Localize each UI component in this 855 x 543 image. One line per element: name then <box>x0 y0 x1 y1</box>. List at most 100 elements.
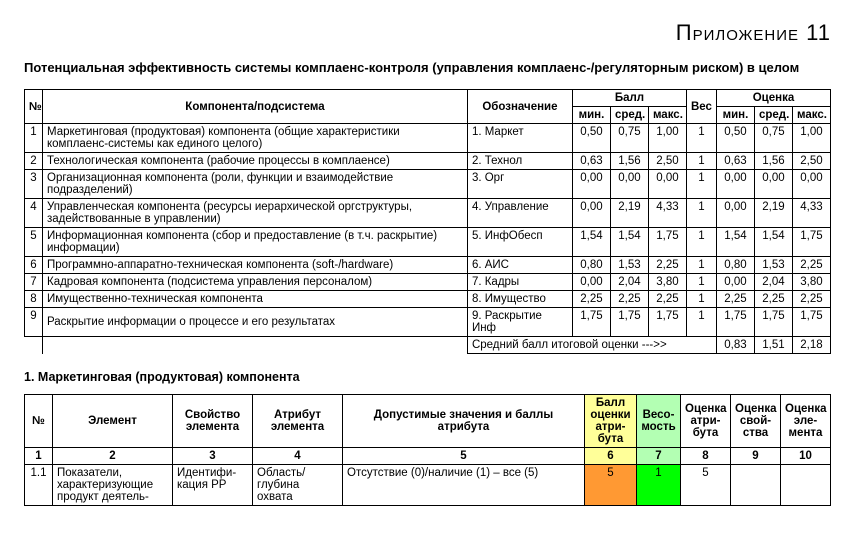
cell-eval-min: 0,00 <box>716 274 754 291</box>
cell-component: Технологическая компонента (рабочие проц… <box>43 153 468 170</box>
cell-designation: 6. АИС <box>467 257 572 274</box>
cell-eval-avg: 1,53 <box>754 257 792 274</box>
summary-min: 0,83 <box>716 337 754 354</box>
t2-colnum-8: 8 <box>681 448 731 465</box>
t2-col-property: Свойство элемента <box>173 395 253 448</box>
cell-score-max: 2,25 <box>648 257 686 274</box>
t2-cell-valid: Отсутствие (0)/наличие (1) – все (5) <box>343 465 585 506</box>
t2-colnum-3: 3 <box>173 448 253 465</box>
t2-colnum-4: 4 <box>253 448 343 465</box>
col-eval-min: мин. <box>716 107 754 124</box>
cell-eval-avg: 1,56 <box>754 153 792 170</box>
cell-component: Организационная компонента (роли, функци… <box>43 170 468 199</box>
t2-col-attr-score: Балл оценки атри­бута <box>585 395 637 448</box>
cell-component: Управленческая компонента (ресурсы иерар… <box>43 199 468 228</box>
cell-num: 4 <box>25 199 43 228</box>
cell-weight: 1 <box>686 308 716 337</box>
cell-score-min: 0,00 <box>572 199 610 228</box>
t2-cell-attribute: Область/глуби­на охвата <box>253 465 343 506</box>
cell-score-min: 0,00 <box>572 274 610 291</box>
summary-avg: 1,51 <box>754 337 792 354</box>
cell-eval-max: 0,00 <box>792 170 830 199</box>
summary-label: Средний балл итоговой оценки --->> <box>467 337 716 354</box>
cell-score-min: 1,54 <box>572 228 610 257</box>
cell-eval-avg: 2,25 <box>754 291 792 308</box>
cell-eval-min: 0,00 <box>716 199 754 228</box>
cell-designation: 2. Технол <box>467 153 572 170</box>
cell-weight: 1 <box>686 274 716 291</box>
cell-eval-max: 2,25 <box>792 257 830 274</box>
cell-eval-min: 1,75 <box>716 308 754 337</box>
t2-cell-eval-elem <box>781 465 831 506</box>
col-eval-max: макс. <box>792 107 830 124</box>
cell-num: 1 <box>25 124 43 153</box>
t2-col-eval-prop: Оценка свой­ства <box>731 395 781 448</box>
cell-eval-min: 1,54 <box>716 228 754 257</box>
cell-eval-avg: 1,75 <box>754 308 792 337</box>
cell-score-avg: 2,25 <box>610 291 648 308</box>
t2-row: 1.1 Показатели, характеризующие продукт … <box>25 465 831 506</box>
cell-empty <box>25 337 43 354</box>
t2-colnum-7: 7 <box>637 448 681 465</box>
cell-score-max: 1,75 <box>648 228 686 257</box>
cell-weight: 1 <box>686 291 716 308</box>
col-designation: Обозначение <box>467 90 572 124</box>
cell-eval-min: 0,80 <box>716 257 754 274</box>
table-row: 3Организационная компонента (роли, функц… <box>25 170 831 199</box>
t2-cell-attr-score: 5 <box>585 465 637 506</box>
cell-score-avg: 1,56 <box>610 153 648 170</box>
t2-colnum-2: 2 <box>53 448 173 465</box>
cell-component: Информационная компонента (сбор и предос… <box>43 228 468 257</box>
cell-num: 8 <box>25 291 43 308</box>
cell-score-max: 4,33 <box>648 199 686 228</box>
cell-component: Кадровая компонента (подсистема управлен… <box>43 274 468 291</box>
cell-eval-min: 0,00 <box>716 170 754 199</box>
main-title: Потенциальная эффективность системы комп… <box>24 60 831 75</box>
col-score-max: макс. <box>648 107 686 124</box>
cell-eval-min: 2,25 <box>716 291 754 308</box>
cell-weight: 1 <box>686 153 716 170</box>
cell-score-avg: 0,75 <box>610 124 648 153</box>
cell-weight: 1 <box>686 257 716 274</box>
table-row: 2Технологическая компонента (рабочие про… <box>25 153 831 170</box>
cell-score-min: 0,63 <box>572 153 610 170</box>
cell-score-min: 0,80 <box>572 257 610 274</box>
col-score: Балл <box>572 90 686 107</box>
cell-score-max: 3,80 <box>648 274 686 291</box>
col-weight: Вес <box>686 90 716 124</box>
cell-weight: 1 <box>686 228 716 257</box>
cell-designation: 1. Маркет <box>467 124 572 153</box>
cell-component: Программно-аппаратно-техническая компоне… <box>43 257 468 274</box>
cell-designation: 4. Управление <box>467 199 572 228</box>
col-component: Компонента/подсистема <box>43 90 468 124</box>
t2-cell-element: Показатели, характеризующие продукт деят… <box>53 465 173 506</box>
table-row: 7Кадровая компонента (подсистема управле… <box>25 274 831 291</box>
cell-eval-max: 1,75 <box>792 308 830 337</box>
detail-table: № Элемент Свойство элемента Атрибут элем… <box>24 394 831 506</box>
t2-colnum-10: 10 <box>781 448 831 465</box>
cell-num: 6 <box>25 257 43 274</box>
summary-max: 2,18 <box>792 337 830 354</box>
cell-score-min: 2,25 <box>572 291 610 308</box>
table-row: 8Имущественно-техническая компонента8. И… <box>25 291 831 308</box>
table-row: 9Раскрытие информации о процессе и его р… <box>25 308 831 337</box>
cell-eval-avg: 2,04 <box>754 274 792 291</box>
cell-eval-max: 1,75 <box>792 228 830 257</box>
summary-table: № Компонента/подсистема Обозначение Балл… <box>24 89 831 354</box>
cell-designation: 5. ИнфОбесп <box>467 228 572 257</box>
cell-eval-min: 0,63 <box>716 153 754 170</box>
cell-score-max: 2,25 <box>648 291 686 308</box>
t2-col-element: Элемент <box>53 395 173 448</box>
cell-empty <box>43 337 468 354</box>
cell-designation: 9. Раскрытие Инф <box>467 308 572 337</box>
t2-col-num: № <box>25 395 53 448</box>
table-row: 6Программно-аппаратно-техническая компон… <box>25 257 831 274</box>
cell-score-max: 1,75 <box>648 308 686 337</box>
cell-score-avg: 2,04 <box>610 274 648 291</box>
cell-eval-avg: 1,54 <box>754 228 792 257</box>
t2-col-attribute: Атрибут элемента <box>253 395 343 448</box>
col-evaluation: Оценка <box>716 90 830 107</box>
cell-designation: 3. Орг <box>467 170 572 199</box>
col-score-min: мин. <box>572 107 610 124</box>
t2-colnum-1: 1 <box>25 448 53 465</box>
